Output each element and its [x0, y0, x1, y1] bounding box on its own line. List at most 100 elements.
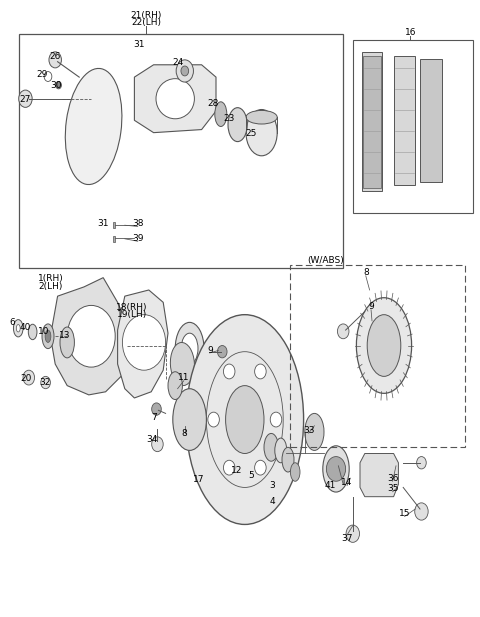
Text: (W/ABS): (W/ABS) [307, 256, 344, 265]
Text: 17: 17 [192, 475, 204, 484]
Ellipse shape [168, 371, 182, 400]
Text: 2(LH): 2(LH) [38, 282, 62, 291]
Circle shape [152, 403, 161, 415]
Ellipse shape [246, 110, 277, 124]
Text: 38: 38 [132, 220, 144, 228]
Circle shape [56, 81, 61, 89]
Circle shape [181, 66, 189, 76]
Text: 11: 11 [178, 373, 190, 382]
Circle shape [224, 364, 235, 379]
Text: 34: 34 [146, 435, 157, 444]
Text: 14: 14 [341, 478, 353, 487]
Text: 32: 32 [39, 378, 50, 387]
Ellipse shape [173, 389, 206, 450]
Ellipse shape [275, 438, 287, 463]
Ellipse shape [215, 102, 227, 126]
Text: 9: 9 [368, 302, 374, 311]
Polygon shape [420, 59, 442, 182]
Text: 21(RH): 21(RH) [131, 11, 162, 20]
Text: 31: 31 [133, 40, 145, 49]
Circle shape [208, 412, 219, 427]
Ellipse shape [305, 413, 324, 450]
Ellipse shape [186, 315, 304, 524]
Text: 1(RH): 1(RH) [37, 275, 63, 283]
Ellipse shape [45, 330, 51, 342]
Circle shape [270, 412, 282, 427]
Ellipse shape [356, 298, 412, 394]
Circle shape [223, 460, 235, 475]
Circle shape [49, 52, 61, 68]
Polygon shape [113, 236, 115, 242]
Polygon shape [362, 52, 382, 191]
Ellipse shape [65, 68, 122, 184]
Ellipse shape [323, 445, 349, 492]
Text: 9: 9 [207, 346, 213, 355]
Circle shape [122, 315, 166, 370]
Polygon shape [50, 278, 130, 395]
Text: 7: 7 [152, 413, 157, 422]
Ellipse shape [246, 110, 277, 155]
Text: 33: 33 [303, 426, 314, 434]
Circle shape [19, 90, 32, 107]
Ellipse shape [228, 107, 247, 142]
Text: 39: 39 [132, 234, 144, 243]
Text: 19(LH): 19(LH) [117, 310, 147, 319]
Ellipse shape [60, 327, 74, 358]
Polygon shape [363, 56, 381, 188]
Polygon shape [113, 222, 115, 228]
Text: 16: 16 [405, 28, 416, 36]
Text: 13: 13 [59, 331, 71, 339]
Circle shape [152, 437, 163, 452]
Text: 27: 27 [20, 96, 31, 104]
Text: 12: 12 [230, 466, 242, 474]
Ellipse shape [264, 433, 278, 462]
Circle shape [326, 457, 346, 481]
Text: 8: 8 [181, 429, 187, 437]
Ellipse shape [16, 325, 20, 332]
Text: 6: 6 [9, 318, 15, 326]
Ellipse shape [28, 325, 37, 339]
Circle shape [254, 460, 266, 475]
Text: 10: 10 [38, 328, 50, 336]
Ellipse shape [181, 333, 198, 364]
Text: 30: 30 [50, 81, 61, 89]
Polygon shape [134, 65, 216, 133]
Polygon shape [118, 290, 168, 398]
Text: 4: 4 [269, 497, 275, 505]
Ellipse shape [290, 463, 300, 481]
Circle shape [23, 370, 35, 385]
Circle shape [176, 60, 193, 82]
Ellipse shape [282, 447, 294, 472]
Circle shape [254, 364, 266, 379]
Text: 8: 8 [363, 268, 369, 277]
Text: 5: 5 [249, 471, 254, 479]
Text: 40: 40 [20, 323, 31, 331]
Text: 37: 37 [341, 534, 353, 542]
Text: 28: 28 [207, 99, 218, 107]
Text: 18(RH): 18(RH) [116, 303, 148, 312]
Text: 22(LH): 22(LH) [132, 19, 161, 27]
Circle shape [217, 346, 227, 358]
Text: 35: 35 [387, 484, 398, 493]
Circle shape [337, 324, 349, 339]
Polygon shape [394, 56, 415, 185]
Circle shape [67, 305, 115, 367]
Text: 20: 20 [21, 374, 32, 383]
Circle shape [346, 525, 360, 542]
Ellipse shape [156, 79, 194, 119]
Ellipse shape [42, 324, 54, 349]
Circle shape [415, 503, 428, 520]
Ellipse shape [13, 320, 23, 337]
Ellipse shape [226, 386, 264, 453]
Text: 41: 41 [324, 481, 336, 490]
Text: 25: 25 [245, 130, 257, 138]
Circle shape [41, 376, 50, 389]
Text: 24: 24 [172, 59, 183, 67]
Ellipse shape [170, 342, 194, 386]
Text: 3: 3 [269, 481, 275, 490]
Text: 36: 36 [387, 474, 398, 482]
Text: 31: 31 [97, 220, 109, 228]
Text: 29: 29 [36, 70, 48, 79]
Ellipse shape [175, 322, 204, 375]
Ellipse shape [367, 315, 401, 376]
